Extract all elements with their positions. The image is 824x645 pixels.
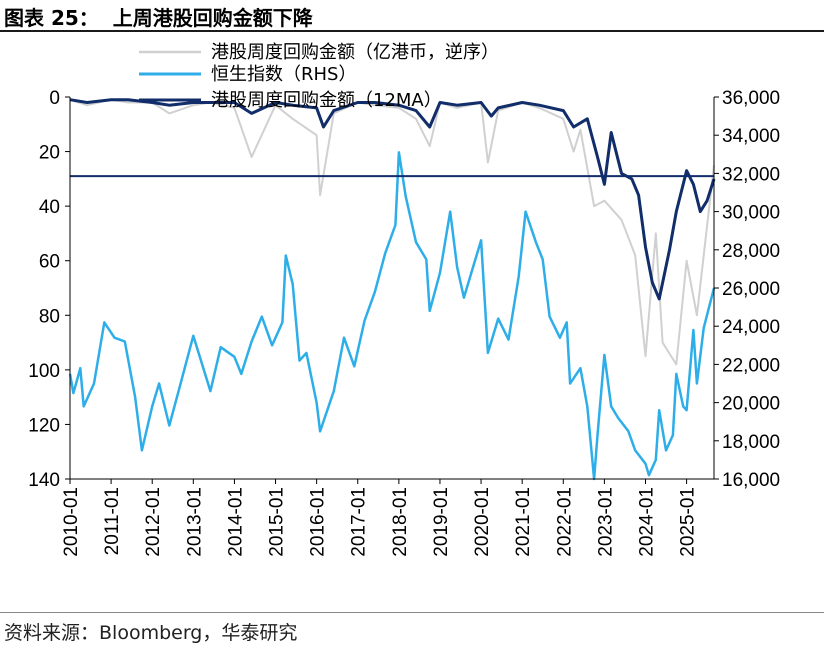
left-tick-label: 120 xyxy=(28,415,60,436)
right-tick-label: 26,000 xyxy=(722,279,780,300)
legend: 港股周度回购金额（亿港币，逆序）恒生指数（RHS） 港股周度回购金额（12MA） xyxy=(139,42,499,111)
x-tick-label: 2021-01 xyxy=(513,487,534,557)
title-divider xyxy=(0,30,824,32)
x-tick-label: 2022-01 xyxy=(554,487,575,557)
x-tick-label: 2012-01 xyxy=(143,487,164,557)
series-line-2 xyxy=(68,151,716,481)
left-tick-label: 80 xyxy=(39,306,60,327)
x-tick-label: 2014-01 xyxy=(225,487,246,557)
left-tick-label: 40 xyxy=(39,197,60,218)
x-tick-label: 2024-01 xyxy=(636,487,657,557)
series-line-3 xyxy=(69,98,716,301)
x-tick-label: 2020-01 xyxy=(472,487,493,557)
x-tick-label: 2025-01 xyxy=(678,487,699,557)
right-tick-label: 20,000 xyxy=(722,394,780,415)
right-tick-label: 24,000 xyxy=(722,317,780,338)
right-tick-label: 30,000 xyxy=(722,203,780,224)
right-tick-label: 28,000 xyxy=(722,241,780,262)
x-tick-label: 2011-01 xyxy=(102,487,123,555)
legend-label-2: 恒生指数（RHS） xyxy=(211,64,356,85)
right-tick-label: 36,000 xyxy=(722,88,780,109)
right-tick-label: 18,000 xyxy=(722,432,780,453)
left-tick-label: 60 xyxy=(39,252,60,273)
x-tick-label: 2013-01 xyxy=(184,487,205,557)
x-tick-label: 2023-01 xyxy=(595,487,616,557)
legend-label-3: 港股周度回购金额（12MA） xyxy=(211,90,442,111)
x-tick-label: 2010-01 xyxy=(61,487,82,557)
left-tick-label: 100 xyxy=(28,361,60,382)
right-tick-label: 34,000 xyxy=(722,126,780,147)
x-tick-label: 2015-01 xyxy=(267,487,288,557)
left-tick-label: 20 xyxy=(39,143,60,164)
right-tick-label: 32,000 xyxy=(722,164,780,185)
x-tick-label: 2018-01 xyxy=(390,487,411,557)
x-tick-label: 2019-01 xyxy=(431,487,452,557)
legend-label-1: 港股周度回购金额（亿港币，逆序） xyxy=(211,42,499,63)
x-tick-label: 2016-01 xyxy=(308,487,329,557)
left-tick-label: 140 xyxy=(28,470,60,491)
axes: 0 20 40 60 80 100 120 140 16,000 18,000 20,000 22,0… xyxy=(28,88,780,557)
left-tick-label: 0 xyxy=(49,88,60,109)
source-note: 资料来源：Bloomberg，华泰研究 xyxy=(4,622,298,644)
right-tick-label: 16,000 xyxy=(722,470,780,491)
source-divider xyxy=(0,612,824,613)
chart: 0 20 40 60 80 100 120 140 16,000 18,000 20,000 22,0… xyxy=(28,42,780,557)
figure-title: 图表 25： 上周港股回购金额下降 xyxy=(4,6,313,30)
plot-area xyxy=(68,98,716,481)
x-tick-label: 2017-01 xyxy=(349,487,370,557)
right-tick-label: 22,000 xyxy=(722,355,780,376)
